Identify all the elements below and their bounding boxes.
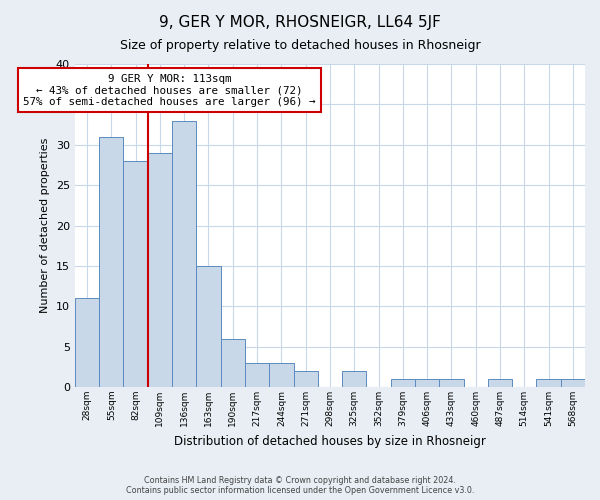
X-axis label: Distribution of detached houses by size in Rhosneigr: Distribution of detached houses by size …	[174, 434, 486, 448]
Bar	[269, 363, 293, 387]
Bar	[488, 379, 512, 387]
Bar	[342, 371, 367, 387]
Bar	[561, 379, 585, 387]
Text: Size of property relative to detached houses in Rhosneigr: Size of property relative to detached ho…	[119, 38, 481, 52]
Text: 9 GER Y MOR: 113sqm
← 43% of detached houses are smaller (72)
57% of semi-detach: 9 GER Y MOR: 113sqm ← 43% of detached ho…	[23, 74, 316, 107]
Y-axis label: Number of detached properties: Number of detached properties	[40, 138, 50, 313]
Text: Contains HM Land Registry data © Crown copyright and database right 2024.
Contai: Contains HM Land Registry data © Crown c…	[126, 476, 474, 495]
Bar	[124, 161, 148, 387]
Bar	[172, 120, 196, 387]
Bar	[293, 371, 318, 387]
Bar	[99, 136, 124, 387]
Bar	[221, 338, 245, 387]
Bar	[536, 379, 561, 387]
Bar	[245, 363, 269, 387]
Bar	[148, 153, 172, 387]
Bar	[196, 266, 221, 387]
Bar	[75, 298, 99, 387]
Bar	[391, 379, 415, 387]
Bar	[439, 379, 464, 387]
Text: 9, GER Y MOR, RHOSNEIGR, LL64 5JF: 9, GER Y MOR, RHOSNEIGR, LL64 5JF	[159, 15, 441, 30]
Bar	[415, 379, 439, 387]
